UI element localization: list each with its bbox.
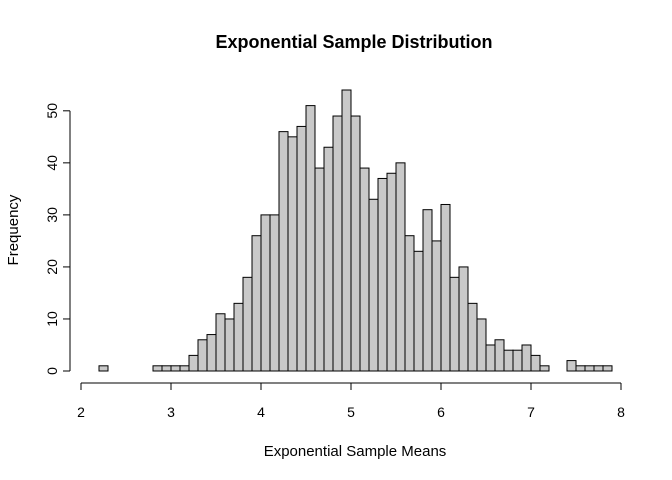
histogram-bar	[494, 339, 505, 372]
y-tick-label: 30	[44, 207, 60, 223]
histogram-bar	[188, 354, 199, 372]
histogram-bar	[242, 276, 253, 372]
x-tick-label: 5	[347, 404, 355, 420]
bars-group	[98, 89, 613, 372]
histogram-bar	[431, 240, 442, 372]
histogram-bar	[593, 365, 604, 372]
y-tick-label: 10	[44, 311, 60, 327]
histogram-bar	[530, 354, 541, 372]
x-tick-label: 7	[527, 404, 535, 420]
histogram-bar	[161, 365, 172, 372]
histogram-bar	[458, 266, 469, 372]
histogram-bar	[449, 276, 460, 372]
histogram-bar	[476, 318, 487, 372]
chart-title: Exponential Sample Distribution	[215, 32, 492, 52]
histogram-bar	[251, 235, 262, 372]
y-axis-label: Frequency	[5, 194, 22, 265]
x-tick-label: 4	[257, 404, 265, 420]
y-tick-label: 50	[44, 103, 60, 119]
x-axis: 2 3 4 5 6 7 8	[77, 382, 625, 420]
histogram-bar	[521, 344, 532, 372]
histogram-bar	[179, 365, 190, 372]
histogram-bar	[539, 365, 550, 372]
histogram-bar	[152, 365, 163, 372]
histogram-bar	[584, 365, 595, 372]
histogram-bar	[296, 125, 307, 372]
histogram-bar	[413, 250, 424, 372]
histogram-bar	[422, 209, 433, 372]
histogram-bar	[575, 365, 586, 372]
y-tick-label: 20	[44, 259, 60, 275]
histogram-bar	[197, 339, 208, 372]
histogram-bar	[467, 302, 478, 372]
histogram-bar	[215, 313, 226, 372]
histogram-bar	[386, 172, 397, 372]
histogram-bar	[440, 203, 451, 372]
histogram-bar	[503, 349, 514, 372]
histogram-bar	[485, 344, 496, 372]
x-tick-label: 2	[77, 404, 85, 420]
x-tick-label: 6	[437, 404, 445, 420]
histogram-bar	[323, 146, 334, 372]
histogram-bar	[341, 89, 352, 372]
y-axis: 0 10 20 30 40 50	[44, 103, 71, 375]
y-tick-label: 40	[44, 155, 60, 171]
histogram-bar	[566, 360, 577, 372]
histogram-bar	[260, 214, 271, 372]
histogram-bar	[332, 115, 343, 372]
histogram-bar	[377, 177, 388, 372]
histogram-bar	[314, 167, 325, 372]
histogram-bar	[269, 214, 280, 372]
histogram-bar	[368, 198, 379, 372]
histogram-bar	[305, 105, 316, 372]
histogram-bar	[233, 302, 244, 372]
histogram-bar	[170, 365, 181, 372]
histogram-bar	[512, 349, 523, 372]
histogram-bar	[350, 115, 361, 372]
histogram-bar	[602, 365, 613, 372]
y-tick-label: 0	[44, 367, 60, 375]
histogram-bar	[359, 167, 370, 372]
histogram-bar	[395, 162, 406, 372]
histogram-bar	[224, 318, 235, 372]
histogram-bar	[206, 334, 217, 372]
histogram-bar	[278, 131, 289, 372]
x-axis-label: Exponential Sample Means	[264, 443, 447, 460]
x-tick-label: 3	[167, 404, 175, 420]
histogram-bar	[98, 365, 109, 372]
histogram-bar	[404, 235, 415, 372]
x-tick-label: 8	[617, 404, 625, 420]
histogram-bar	[287, 136, 298, 372]
